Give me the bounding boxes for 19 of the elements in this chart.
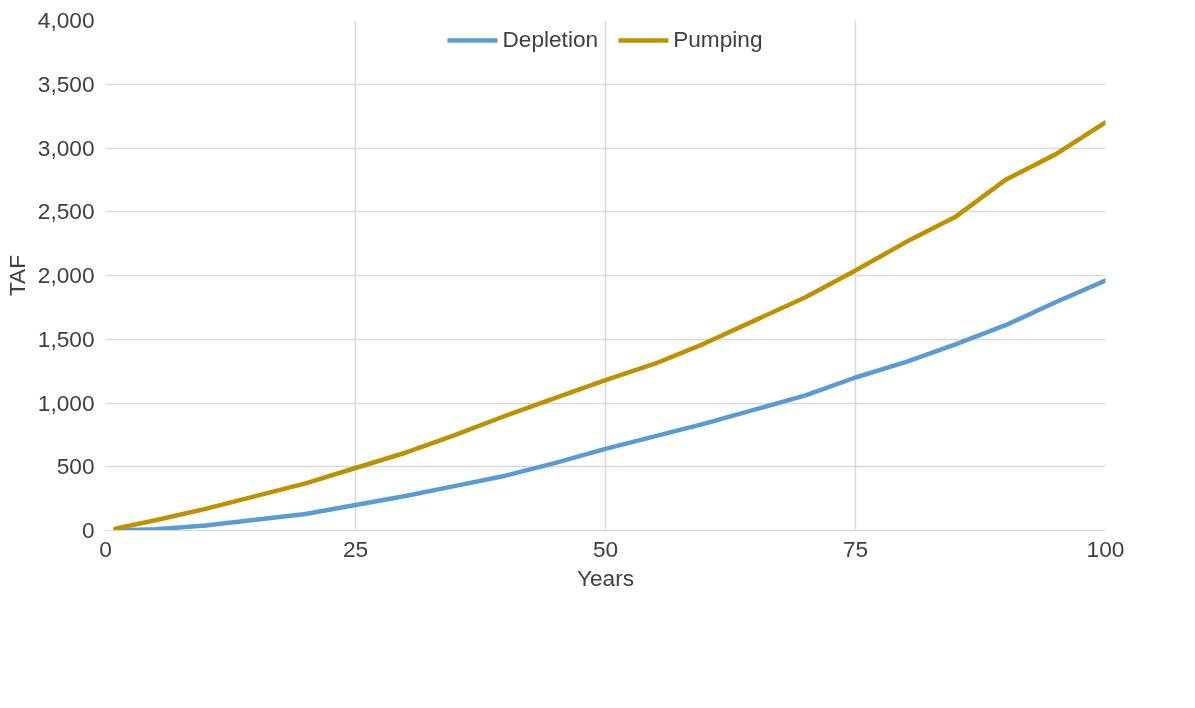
y-tick-label: 1,000 <box>37 389 95 416</box>
legend-label: Pumping <box>673 26 763 53</box>
y-tick-label: 3,500 <box>37 70 95 97</box>
y-tick-label: 3,000 <box>37 134 95 161</box>
y-tick-label: 4,000 <box>37 7 95 33</box>
y-tick-label: 1,500 <box>37 325 95 352</box>
x-tick-label: 100 <box>1086 535 1125 562</box>
y-tick-label: 0 <box>81 517 95 543</box>
line-series <box>113 120 1106 531</box>
legend-label: Depletion <box>502 26 599 53</box>
x-tick-label: 75 <box>842 535 869 562</box>
x-axis-title: Years <box>576 564 635 591</box>
x-tick-label: 0 <box>99 535 112 562</box>
x-tick-label: 25 <box>342 535 369 562</box>
x-tick-label: 50 <box>592 535 619 562</box>
y-axis-title: TAF <box>3 254 30 297</box>
y-tick-label: 500 <box>56 453 95 480</box>
y-tick-label: 2,500 <box>37 198 95 225</box>
y-tick-label: 2,000 <box>37 262 95 288</box>
